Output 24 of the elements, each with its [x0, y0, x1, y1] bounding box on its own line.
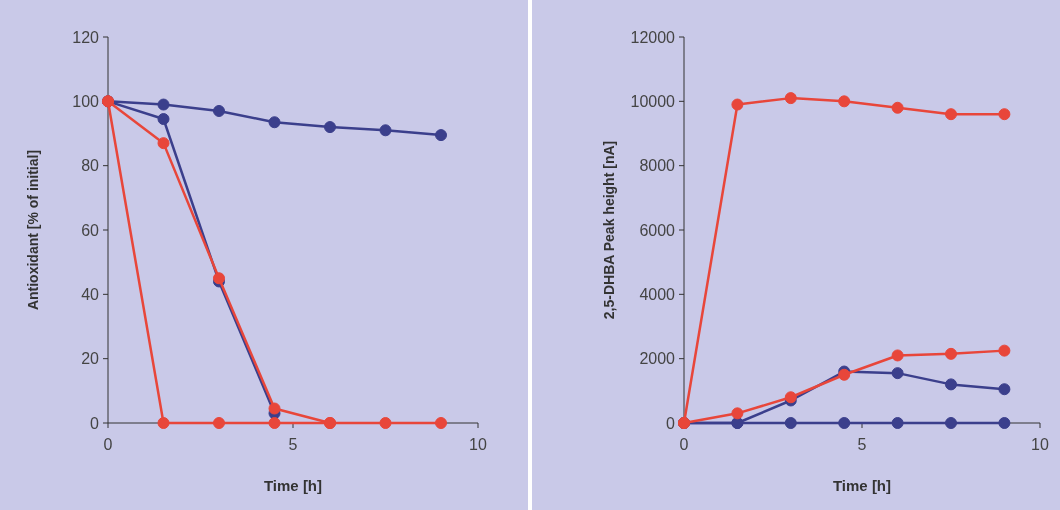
x-tick-label: 10 — [1031, 436, 1049, 453]
x-axis-title: Time [h] — [263, 477, 323, 494]
y-tick-label: 100 — [72, 92, 100, 110]
y-tick-label: 4000 — [639, 285, 676, 303]
y-tick-label: 0 — [90, 414, 100, 432]
y-tick-label: 12000 — [630, 28, 676, 46]
y-tick-label: 60 — [81, 221, 100, 239]
y-axis-title: 2,5-DHBA Peak height [nA] — [601, 140, 617, 320]
y-tick-label: 40 — [81, 285, 100, 303]
y-tick-label: 10000 — [630, 92, 676, 110]
y-tick-label: 8000 — [639, 157, 676, 175]
y-tick-label: 0 — [666, 414, 676, 432]
y-tick-label: 20 — [81, 350, 100, 368]
x-tick-label: 5 — [857, 436, 867, 453]
x-tick-label: 10 — [469, 436, 487, 453]
x-axis-title: Time [h] — [832, 477, 892, 494]
y-axis-title: Antioxidant [% of initial] — [25, 149, 41, 311]
y-tick-label: 2000 — [639, 350, 676, 368]
x-tick-label: 0 — [103, 436, 113, 453]
y-tick-label: 80 — [81, 157, 100, 175]
x-tick-label: 5 — [288, 436, 298, 453]
y-tick-label: 120 — [72, 28, 100, 46]
y-tick-label: 6000 — [639, 221, 676, 239]
x-tick-label: 0 — [679, 436, 689, 453]
